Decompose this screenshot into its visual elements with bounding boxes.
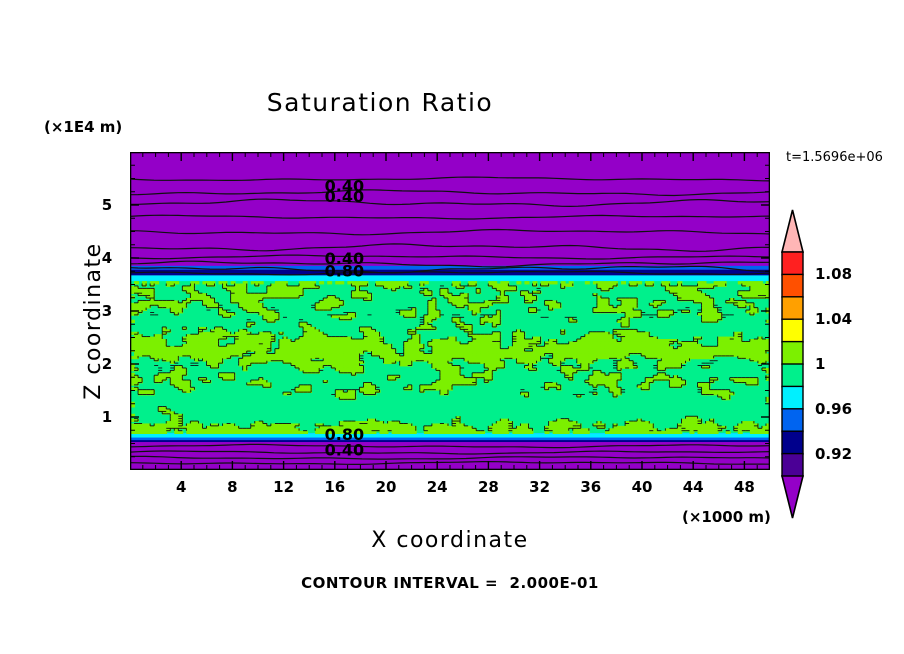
contour-label: 0.40	[325, 176, 364, 195]
colorbar-band	[781, 296, 804, 321]
contour-label: 0.40	[325, 187, 364, 206]
x-axis-unit-label: (×1000 m)	[682, 508, 771, 526]
colorbar-band	[781, 340, 804, 366]
x-tick-label: 20	[375, 478, 397, 496]
colorbar-band	[781, 273, 804, 298]
time-stamp-label: t=1.5696e+06	[786, 150, 883, 165]
colorbar-top-arrow	[780, 209, 805, 253]
colorbar-band	[781, 363, 804, 388]
x-tick-label: 48	[733, 478, 755, 496]
x-tick-label: 8	[227, 478, 238, 496]
x-tick-label: 36	[580, 478, 602, 496]
colorbar-tick-label: 1	[815, 355, 826, 373]
colorbar-band	[781, 430, 804, 455]
x-tick-label: 44	[682, 478, 704, 496]
colorbar-band	[781, 251, 804, 276]
x-tick-label: 12	[273, 478, 295, 496]
y-tick-label: 1	[101, 408, 113, 426]
colorbar-tick-label: 1.08	[815, 265, 853, 284]
colorbar-bottom-arrow	[780, 475, 805, 519]
x-tick-label: 16	[324, 478, 346, 496]
y-tick-label: 4	[101, 249, 113, 267]
contour-label: 0.40	[325, 249, 364, 268]
x-tick-label: 32	[529, 478, 551, 496]
colorbar-tick-label: 0.92	[815, 444, 853, 463]
colorbar-band	[781, 408, 804, 433]
x-tick-label: 40	[631, 478, 653, 496]
colorbar[interactable]	[776, 208, 816, 520]
y-tick-label: 2	[101, 355, 113, 373]
y-tick-label: 3	[101, 302, 113, 320]
contour-plot-area[interactable]: 0.400.400.400.800.800.40	[130, 152, 770, 470]
contour-label: 0.40	[325, 441, 364, 460]
contour-interval-caption: CONTOUR INTERVAL = 2.000E-01	[301, 574, 599, 592]
x-tick-label: 28	[477, 478, 499, 496]
colorbar-band	[781, 452, 804, 478]
x-tick-label: 24	[426, 478, 448, 496]
contour-label: 0.80	[325, 425, 364, 444]
contour-label: 0.80	[325, 262, 364, 281]
y-axis-unit-label: (×1E4 m)	[44, 118, 123, 136]
y-tick-label: 5	[101, 196, 113, 214]
colorbar-tick-label: 1.04	[815, 310, 853, 329]
page-title: Saturation Ratio	[266, 88, 494, 117]
colorbar-tick-label: 0.96	[815, 399, 853, 418]
x-axis-title: X coordinate	[371, 528, 529, 553]
x-tick-label: 4	[175, 478, 187, 496]
y-axis-title: Z coordinate	[81, 242, 106, 400]
colorbar-band	[781, 318, 804, 343]
colorbar-band	[781, 385, 804, 410]
